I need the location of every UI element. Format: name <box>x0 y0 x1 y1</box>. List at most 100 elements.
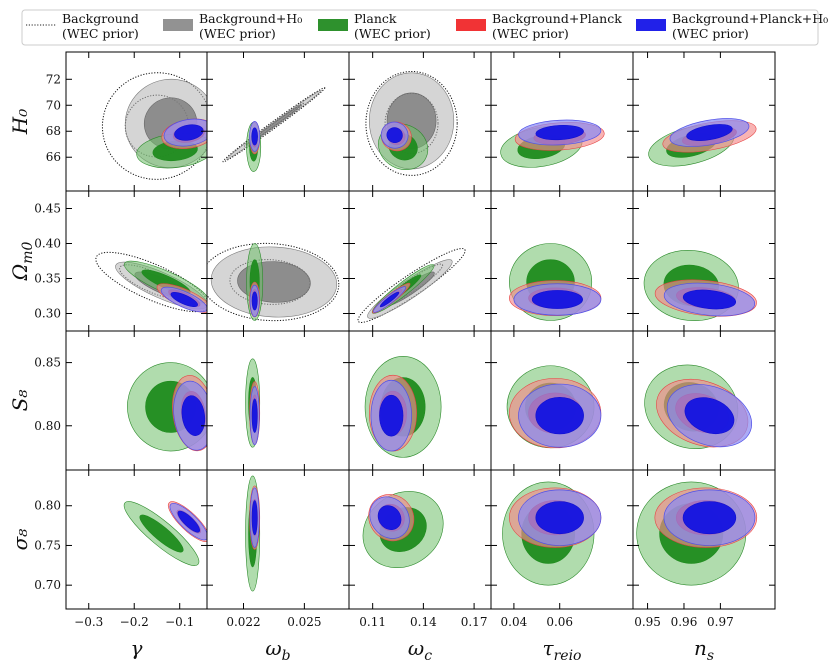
contour-s5-S8-tau_reio-inner <box>535 397 584 435</box>
legend-label-3: Planck <box>354 11 397 26</box>
contour-s1-Omega_m0-omega_c-outer <box>357 248 466 323</box>
frame-sigma8-gamma <box>65 469 208 610</box>
panel-Omega_m0-vs-gamma <box>95 251 207 313</box>
legend-label-1: Background <box>62 11 139 26</box>
frame-sigma8-omega_b <box>206 469 350 610</box>
frame-Omega_m0-gamma <box>65 190 208 332</box>
ylabel-H0: H₀ <box>8 109 32 135</box>
ytick-label-sigma8-0: 0.70 <box>34 578 61 592</box>
panels <box>95 70 758 592</box>
ytick-label-sigma8-1: 0.75 <box>34 538 61 552</box>
axis-labels: γ ωb ωc τreio ns H₀ Ωm0 S₈ σ₈ <box>8 109 714 664</box>
xlabel-omega_c: ωc <box>408 636 432 664</box>
legend-swatch-4 <box>456 19 486 31</box>
contour-s5-Omega_m0-tau_reio-inner <box>531 290 583 309</box>
xtick-label-omega_c-2: 0.17 <box>461 615 488 629</box>
xtick-label-omega_c-1: 0.14 <box>410 615 437 629</box>
panel-Omega_m0-vs-omega_c <box>357 248 466 323</box>
xtick-label-gamma-0: −0.3 <box>74 615 103 629</box>
ytick-label-Omega_m0-3: 0.45 <box>34 202 61 216</box>
contour-s5-H0-omega_b-inner <box>251 127 258 146</box>
legend-swatch-3 <box>318 19 348 31</box>
contour-s5-Omega_m0-n_s-inner <box>682 289 737 310</box>
ytick-label-S8-0: 0.80 <box>34 419 61 433</box>
contour-s1-H0-gamma-outer <box>101 72 207 180</box>
contour-s5-sigma8-omega_b-inner <box>251 500 258 536</box>
contour-s1-H0-omega_b-outer <box>222 87 326 163</box>
ylabel-Omega_m0: Ωm0 <box>8 242 36 282</box>
contour-s5-Omega_m0-omega_c-inner <box>379 291 400 308</box>
contour-s5-S8-n_s-inner <box>684 397 735 435</box>
panel-Omega_m0-vs-omega_b <box>207 242 340 322</box>
ytick-label-Omega_m0-0: 0.30 <box>34 307 61 321</box>
panel-Omega_m0-vs-n_s <box>643 250 757 321</box>
contour-s1-H0-omega_c-outer <box>365 70 458 176</box>
panel-S8-vs-n_s <box>644 364 753 449</box>
contour-s5-S8-gamma-inner <box>181 395 206 436</box>
contour-s5-H0-tau_reio-inner <box>535 124 584 141</box>
contour-s5-S8-omega_b-inner <box>251 398 258 433</box>
xtick-label-tau_reio-1: 0.06 <box>546 615 573 629</box>
ytick-label-H0-0: 66 <box>46 150 61 164</box>
panel-sigma8-vs-omega_c <box>362 491 444 568</box>
tick-marks: −0.3 −0.2 −0.1 0.022 0.025 0.11 0.14 0.17 0.04 0.… <box>34 52 775 629</box>
xtick-label-tau_reio-0: 0.04 <box>501 615 528 629</box>
panel-S8-vs-tau_reio <box>506 365 602 449</box>
xtick-label-gamma-1: −0.2 <box>120 615 149 629</box>
ytick-label-H0-3: 72 <box>46 72 61 86</box>
legend-label-4: Background+Planck <box>492 11 622 26</box>
xtick-label-omega_b-0: 0.022 <box>226 615 260 629</box>
contour-s5-sigma8-gamma-inner <box>177 510 201 533</box>
legend-swatch-2 <box>163 19 193 31</box>
contour-s5-H0-gamma-inner <box>174 124 204 141</box>
frame-S8-omega_b <box>206 330 350 471</box>
legend-label-5: Background+Planck+H₀ <box>672 11 828 26</box>
xlabel-tau_reio: τreio <box>543 636 582 664</box>
panel-sigma8-vs-omega_b <box>245 475 261 592</box>
legend-sublabel-1: (WEC prior) <box>62 26 139 41</box>
ytick-label-S8-1: 0.85 <box>34 356 61 370</box>
ytick-label-Omega_m0-1: 0.35 <box>34 272 61 286</box>
legend-sublabel-3: (WEC prior) <box>354 26 431 41</box>
xtick-label-omega_b-1: 0.025 <box>287 615 321 629</box>
ylabel-S8: S₈ <box>8 390 32 412</box>
panel-H0-vs-tau_reio <box>500 119 605 168</box>
panel-S8-vs-gamma <box>127 362 207 452</box>
panel-H0-vs-omega_b <box>222 87 326 172</box>
ytick-label-H0-2: 70 <box>46 98 61 112</box>
contour-s5-Omega_m0-gamma-inner <box>170 292 198 307</box>
contour-s5-H0-n_s-inner <box>686 124 733 141</box>
contour-s5-S8-omega_c-inner <box>379 394 404 437</box>
ytick-label-sigma8-2: 0.80 <box>34 499 61 513</box>
ytick-label-Omega_m0-2: 0.40 <box>34 237 61 251</box>
panel-S8-vs-omega_b <box>245 358 261 448</box>
legend-sublabel-4: (WEC prior) <box>492 26 569 41</box>
panel-S8-vs-omega_c <box>364 355 442 458</box>
legend-sublabel-2: (WEC prior) <box>199 26 276 41</box>
contour-s5-sigma8-omega_c-inner <box>377 505 402 531</box>
panel-sigma8-vs-n_s <box>636 481 758 586</box>
legend-box <box>21 9 819 46</box>
xlabel-omega_b: ωb <box>265 636 290 664</box>
xlabel-gamma: γ <box>131 636 143 660</box>
contour-s5-Omega_m0-omega_b-inner <box>251 291 258 311</box>
contour-s3-sigma8-gamma-inner <box>139 514 184 553</box>
frame-Omega_m0-omega_c <box>348 190 492 332</box>
panel-H0-vs-gamma <box>101 72 207 180</box>
contour-s5-sigma8-tau_reio-inner <box>535 501 584 535</box>
ytick-label-H0-1: 68 <box>46 124 61 138</box>
panel-H0-vs-omega_c <box>365 70 458 176</box>
panel-frames <box>65 51 776 610</box>
xtick-label-n_s-1: 0.96 <box>671 615 698 629</box>
panel-sigma8-vs-gamma <box>123 501 207 566</box>
legend-label-2: Background+H₀ <box>199 11 302 26</box>
panel-H0-vs-n_s <box>648 118 757 167</box>
xlabel-n_s: ns <box>694 636 714 664</box>
xtick-label-gamma-2: −0.1 <box>165 615 194 629</box>
contour-s5-sigma8-n_s-inner <box>682 501 737 535</box>
xtick-label-n_s-0: 0.95 <box>634 615 661 629</box>
xtick-label-n_s-2: 0.97 <box>707 615 734 629</box>
legend-sublabel-5: (WEC prior) <box>672 26 749 41</box>
contour-s5-H0-omega_c-inner <box>386 127 403 144</box>
